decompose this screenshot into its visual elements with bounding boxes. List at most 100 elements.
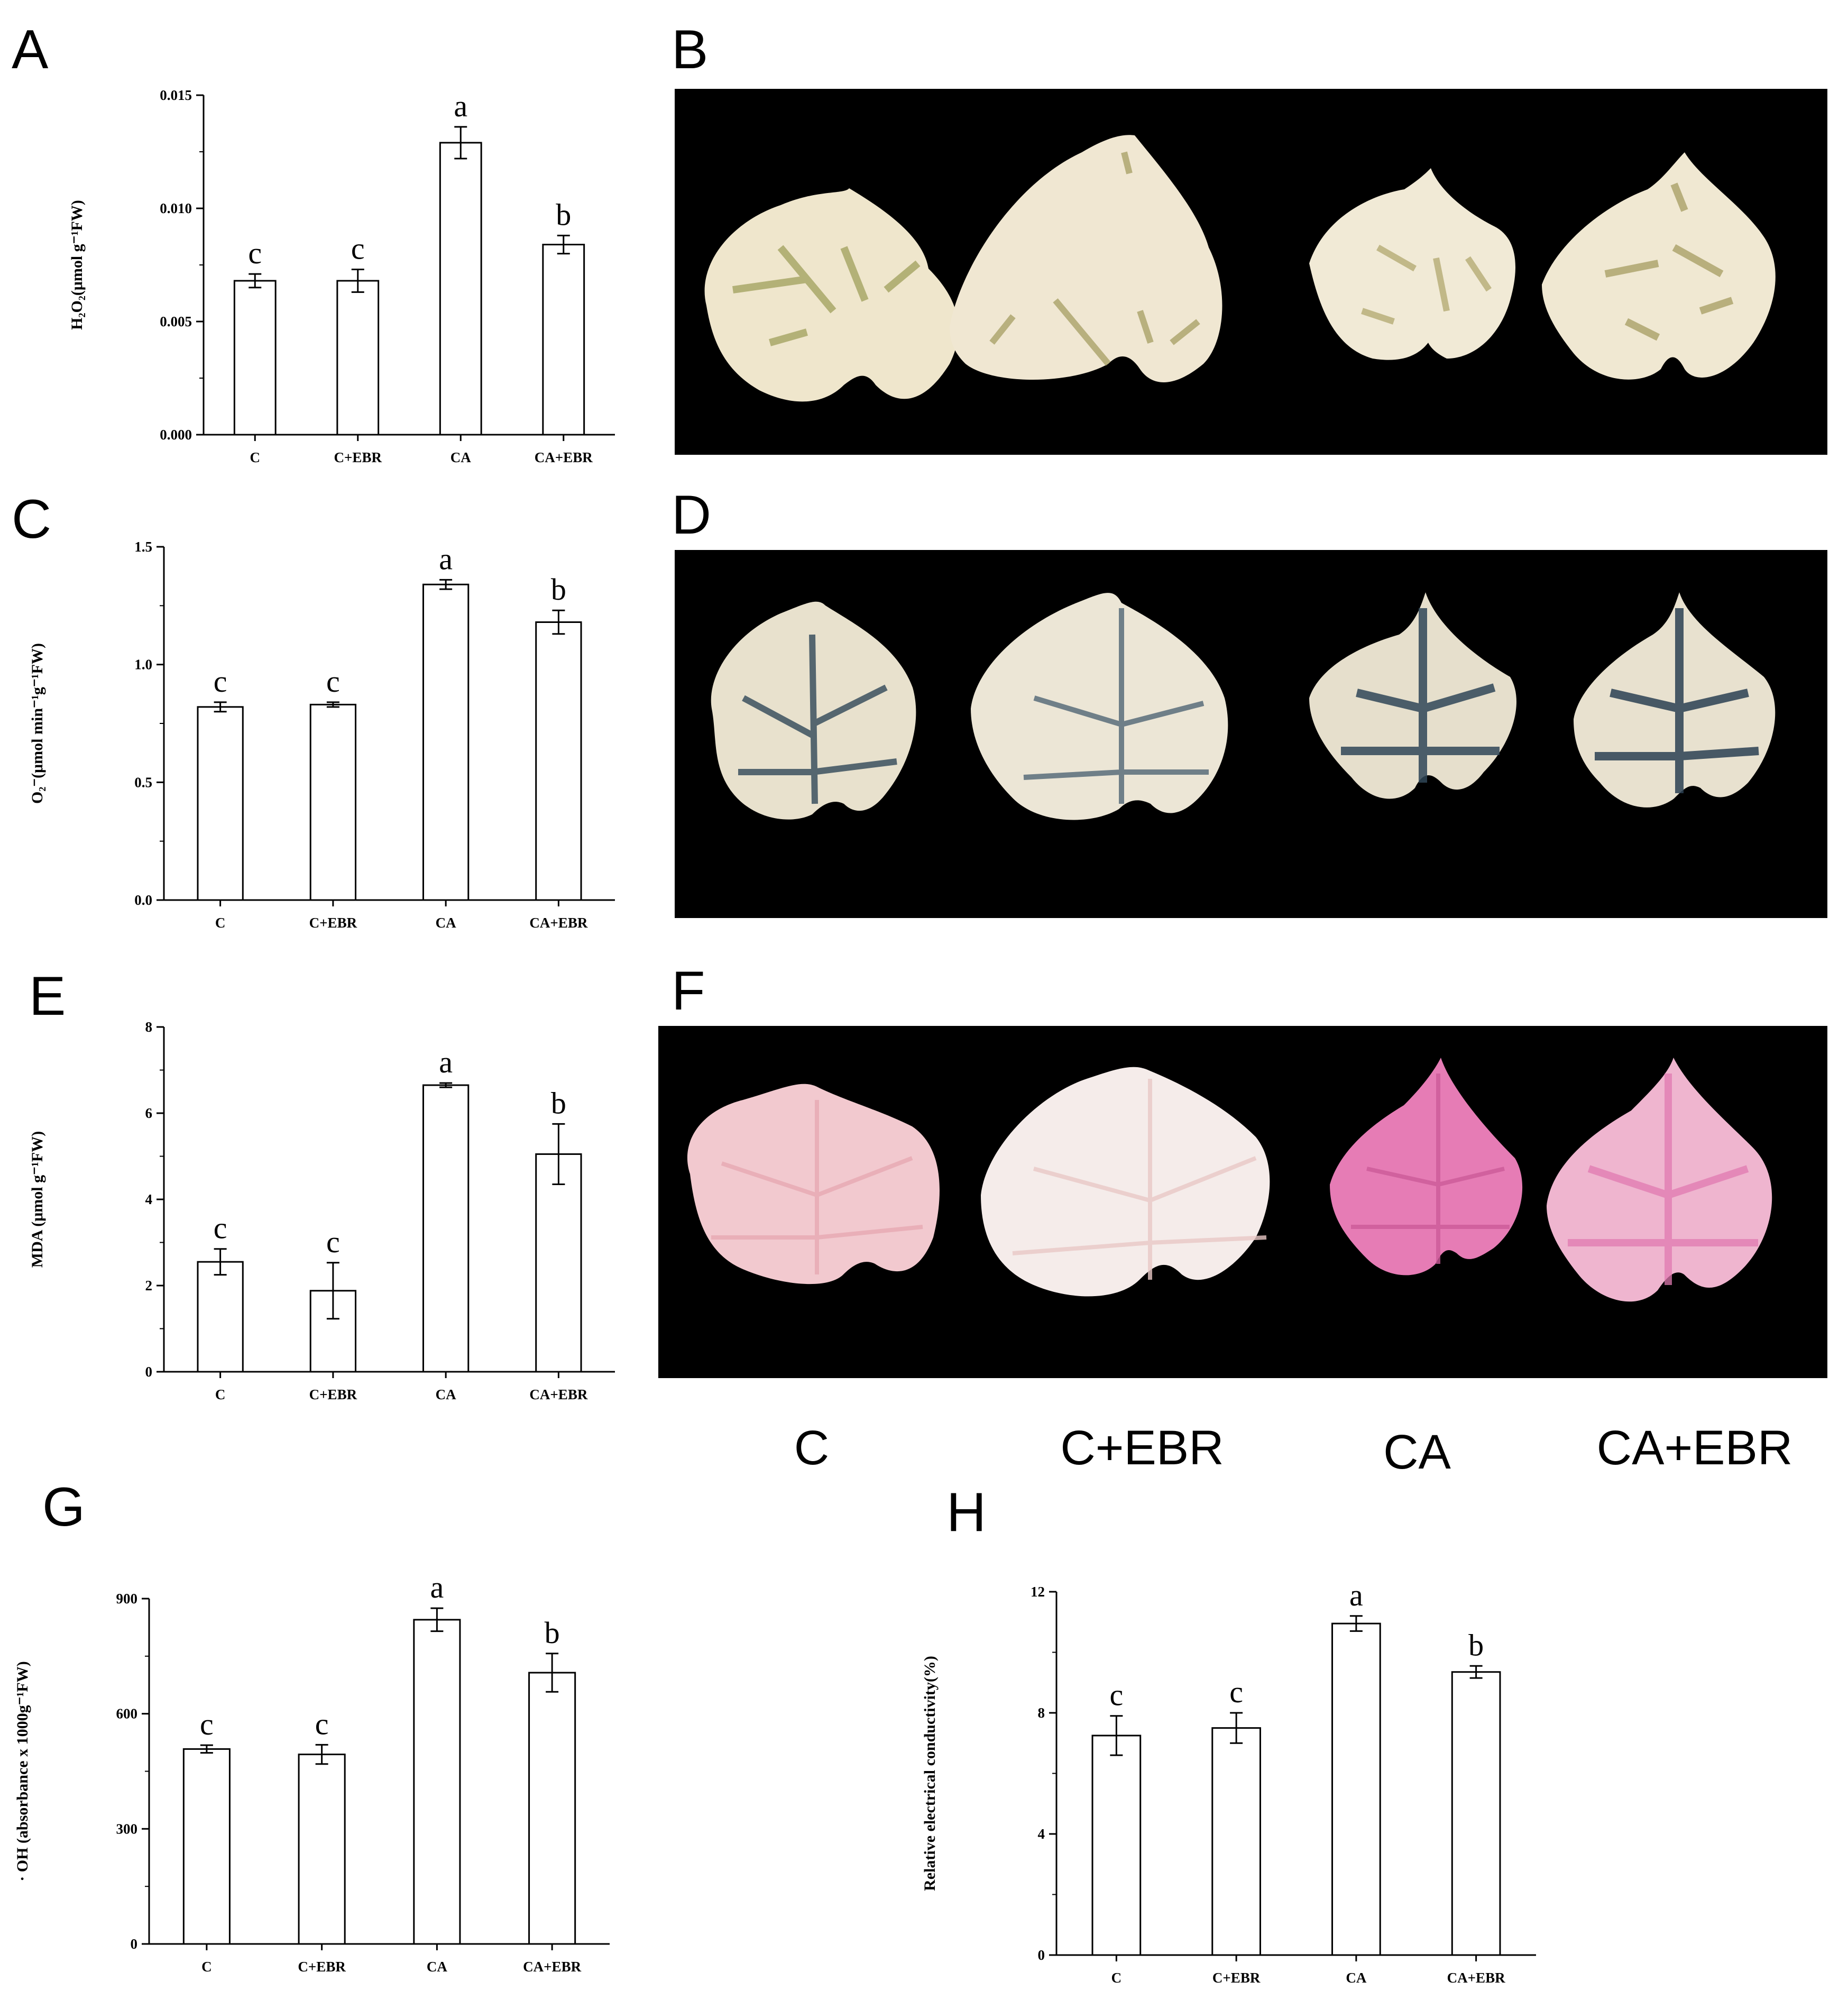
stain-marks [1341, 608, 1500, 783]
x-tick-label: C [215, 915, 226, 931]
y-tick-label: 1.5 [134, 539, 152, 555]
stain-marks [711, 1100, 923, 1274]
significance-letter: a [439, 542, 453, 576]
significance-letter: a [454, 89, 467, 123]
stain-marks [1604, 182, 1734, 341]
bar [197, 1261, 244, 1373]
leaf-shape [1574, 592, 1776, 808]
bar [1451, 1671, 1501, 1956]
bar [1091, 1735, 1142, 1956]
panel-label-h: H [946, 1482, 987, 1543]
leaf-shape [687, 1084, 940, 1285]
stain-marks [1351, 1074, 1510, 1264]
x-tick-label: CA [436, 1387, 456, 1402]
bar [535, 621, 582, 901]
significance-letter: c [315, 1707, 329, 1741]
significance-letter: c [248, 236, 262, 270]
panel-label-b: B [672, 19, 709, 80]
significance-letter: b [551, 572, 566, 607]
significance-letter: a [1349, 1578, 1363, 1612]
x-tick-label: C [215, 1387, 226, 1402]
x-tick-label: CA+EBR [523, 1959, 581, 1975]
x-tick-label: C+EBR [298, 1959, 346, 1975]
x-tick-label: CA+EBR [1447, 1970, 1505, 1986]
significance-letter: b [545, 1616, 560, 1650]
leaf-c-ebr-dab [950, 135, 1222, 383]
bar [1331, 1622, 1381, 1956]
y-tick-label: 2 [145, 1278, 153, 1293]
significance-letter: c [326, 664, 340, 699]
y-tick-label: 8 [145, 1019, 153, 1035]
photo-caption-ca-ebr: CA+EBR [1596, 1421, 1793, 1475]
leaf-ca-ebr-nbt [1574, 592, 1776, 808]
y-tick-label: 4 [145, 1191, 153, 1207]
y-tick-label: 8 [1038, 1705, 1045, 1721]
leaf-shape [950, 135, 1222, 383]
y-tick-label: 0.015 [160, 87, 192, 103]
y-axis-label: O₂⁻(μmol min⁻¹g⁻¹FW) [29, 643, 46, 804]
leaf-c-schiff [687, 1084, 940, 1285]
y-axis-label: H₂O₂(μmol g⁻¹FW) [68, 200, 86, 330]
leaf-shape [1547, 1058, 1772, 1302]
stain-marks [732, 245, 921, 346]
x-tick-label: C+EBR [309, 1387, 357, 1402]
bar [535, 1153, 582, 1373]
leaf-c-ebr-nbt [971, 593, 1228, 820]
leaf-shape [1330, 1058, 1523, 1276]
leaf-shape [704, 188, 959, 402]
schiff-stained-leaves-photo [658, 1026, 1827, 1378]
x-tick-label: C [250, 449, 261, 465]
y-tick-label: 600 [116, 1706, 138, 1722]
x-tick-label: CA [427, 1959, 447, 1975]
bar [439, 142, 482, 436]
significance-letter: c [214, 664, 227, 699]
x-tick-label: CA [436, 915, 456, 931]
stain-marks [989, 151, 1200, 366]
y-tick-label: 900 [116, 1591, 138, 1607]
photo-caption-c: C [794, 1421, 830, 1475]
leaf-c-nbt [711, 601, 916, 820]
significance-letter: a [430, 1570, 444, 1604]
y-tick-label: 0.5 [134, 774, 152, 790]
significance-letter: b [556, 197, 571, 232]
significance-letter: c [200, 1707, 214, 1741]
x-tick-label: C [201, 1959, 212, 1975]
panel-label-d: D [672, 484, 712, 546]
nbt-stained-leaves-photo [675, 550, 1827, 918]
y-tick-label: 300 [116, 1821, 138, 1837]
y-axis-label: · OH (absorbance x 1000g⁻¹FW) [14, 1661, 31, 1881]
x-tick-label: C+EBR [1212, 1970, 1261, 1986]
x-tick-label: CA+EBR [535, 449, 593, 465]
significance-letter: b [551, 1086, 566, 1120]
bar [422, 583, 470, 901]
significance-letter: c [351, 232, 365, 266]
y-tick-label: 0 [131, 1936, 138, 1952]
leaf-shape [981, 1067, 1270, 1297]
significance-letter: c [1110, 1678, 1124, 1712]
y-tick-label: 12 [1031, 1584, 1045, 1600]
significance-letter: c [1229, 1675, 1243, 1709]
photo-caption-c-ebr: C+EBR [1060, 1421, 1224, 1475]
stain-marks [1012, 1079, 1267, 1280]
photo-caption-ca: CA [1383, 1425, 1451, 1479]
leaf-ca-schiff [1330, 1058, 1523, 1276]
significance-letter: c [214, 1211, 227, 1245]
y-tick-label: 1.0 [134, 657, 152, 673]
significance-letter: b [1468, 1628, 1484, 1662]
y-tick-label: 0 [145, 1364, 153, 1380]
y-axis-label: Relative electrical conductivity(%) [921, 1656, 939, 1891]
stain-marks [1023, 608, 1209, 804]
leaf-ca-nbt [1309, 592, 1516, 799]
panel-label-e: E [29, 966, 66, 1027]
leaf-shape [971, 593, 1228, 820]
bar [413, 1619, 461, 1945]
y-tick-label: 6 [145, 1105, 153, 1121]
leaf-ca-ebr-schiff [1547, 1058, 1772, 1302]
significance-letter: a [439, 1045, 453, 1079]
leaf-ca-dab [1309, 168, 1515, 360]
stain-marks [1361, 244, 1492, 325]
